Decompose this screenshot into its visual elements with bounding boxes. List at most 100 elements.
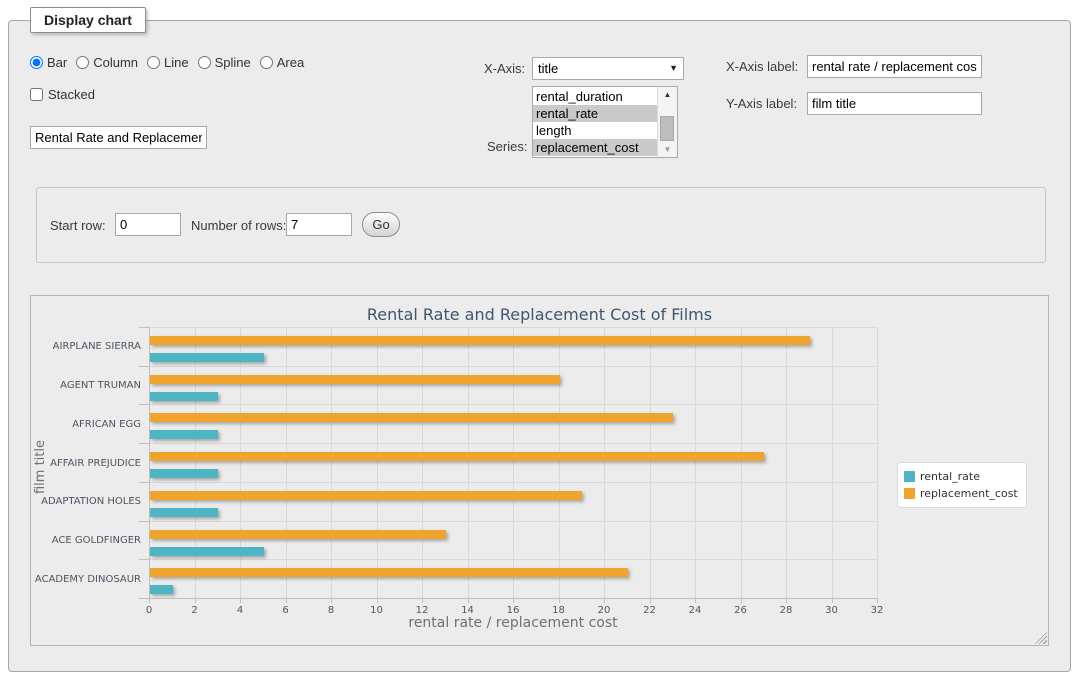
x-axis-title: rental rate / replacement cost <box>408 615 618 631</box>
bar-replacement_cost[interactable] <box>150 374 560 384</box>
scroll-up-icon[interactable]: ▲ <box>658 87 677 102</box>
gridline <box>376 327 378 598</box>
legend-swatch-icon <box>904 471 915 482</box>
bar-replacement_cost[interactable] <box>150 336 810 345</box>
category-label: AFRICAN EGG <box>72 418 141 430</box>
bar-rental_rate[interactable] <box>150 353 264 362</box>
bar-replacement_cost[interactable] <box>150 452 765 462</box>
gridline <box>194 327 196 598</box>
category-label: ADAPTATION HOLES <box>41 496 141 508</box>
series-listbox[interactable]: rental_duration rental_rate length replacem… <box>532 86 678 158</box>
radio-item-spline[interactable]: Spline <box>197 55 251 70</box>
y-tick-mark <box>139 521 149 522</box>
number-of-rows-input[interactable] <box>286 213 352 236</box>
x-tick-label: 24 <box>688 605 702 616</box>
category-label: AGENT TRUMAN <box>60 380 141 392</box>
start-row-input[interactable] <box>115 213 181 236</box>
x-tick-mark <box>740 598 742 603</box>
radio-item-column[interactable]: Column <box>76 55 138 70</box>
bar-replacement_cost[interactable] <box>150 413 674 423</box>
x-tick-label: 30 <box>825 605 838 616</box>
radio-item-area[interactable]: Area <box>259 55 304 70</box>
gridline <box>649 327 651 598</box>
bar-replacement_cost[interactable] <box>150 529 446 539</box>
y-tick-mark <box>139 559 149 560</box>
row-controls-panel <box>36 187 1046 263</box>
gridline <box>149 443 877 444</box>
stacked-checkbox-row[interactable]: Stacked <box>30 87 95 102</box>
series-option-rental_duration[interactable]: rental_duration <box>536 89 623 104</box>
x-tick-mark <box>285 598 287 603</box>
legend-swatch-icon <box>904 488 915 499</box>
gridline <box>149 521 877 522</box>
x-axis-line <box>149 598 877 599</box>
x-tick-mark <box>240 598 241 603</box>
gridline <box>422 327 423 598</box>
gridline <box>467 327 469 598</box>
radio-input-area[interactable] <box>259 56 273 69</box>
bar-rental_rate[interactable] <box>150 430 219 440</box>
x-tick-mark <box>558 598 560 603</box>
bar-rental_rate[interactable] <box>150 469 219 479</box>
radio-item-line[interactable]: Line <box>147 55 189 70</box>
radio-item-bar[interactable]: Bar <box>30 55 67 70</box>
start-row-label: Start row: <box>50 218 106 233</box>
legend-item-replacement_cost[interactable]: replacement_cost <box>904 485 1018 502</box>
x-axis-select-label: X-Axis: <box>484 61 526 76</box>
scroll-down-icon[interactable]: ▼ <box>658 142 677 157</box>
x-tick-label: 12 <box>415 605 429 616</box>
legend-item-rental_rate[interactable]: rental_rate <box>904 468 1018 485</box>
radio-input-bar[interactable] <box>30 56 43 69</box>
x-tick-mark <box>467 598 469 603</box>
x-axis-label-label: X-Axis label: <box>726 59 799 74</box>
x-tick-mark <box>695 598 696 603</box>
chart-type-radio-group: Bar Column Line Spline Area <box>30 55 313 70</box>
y-axis-label-input[interactable] <box>807 92 982 115</box>
fieldset-legend: Display chart <box>30 7 146 33</box>
bar-rental_rate[interactable] <box>150 585 173 595</box>
category-label: ACADEMY DINOSAUR <box>34 573 141 585</box>
series-scrollbar[interactable]: ▲ ▼ <box>657 87 677 157</box>
x-tick-mark <box>422 598 423 603</box>
radio-input-spline[interactable] <box>197 56 211 69</box>
x-tick-label: 0 <box>145 605 153 616</box>
bar-replacement_cost[interactable] <box>150 568 628 578</box>
resize-grip-icon[interactable] <box>1035 632 1047 644</box>
bar-rental_rate[interactable] <box>150 391 219 401</box>
bar-replacement_cost[interactable] <box>150 490 583 500</box>
series-select-label: Series: <box>487 139 528 154</box>
series-option-length[interactable]: length <box>536 123 572 138</box>
gridline <box>740 327 742 598</box>
chart-title-input[interactable] <box>30 126 207 149</box>
bar-rental_rate[interactable] <box>150 507 219 517</box>
x-tick-label: 16 <box>506 605 520 616</box>
x-tick-label: 22 <box>643 605 656 616</box>
x-tick-mark <box>149 598 150 603</box>
bar-rental_rate[interactable] <box>150 546 264 556</box>
y-tick-mark <box>139 366 149 367</box>
go-button[interactable]: Go <box>362 212 400 237</box>
series-option-rental_rate[interactable]: rental_rate <box>533 105 657 122</box>
x-tick-label: 6 <box>282 605 289 616</box>
radio-label-column: Column <box>93 55 139 70</box>
radio-input-column[interactable] <box>76 56 90 69</box>
radio-label-line: Line <box>164 55 189 70</box>
gridline <box>513 327 514 598</box>
scrollbar-thumb[interactable] <box>660 116 674 141</box>
stacked-checkbox[interactable] <box>30 88 43 101</box>
radio-input-line[interactable] <box>147 56 161 69</box>
x-tick-mark <box>376 598 378 603</box>
x-tick-label: 2 <box>191 605 198 616</box>
y-tick-mark <box>139 327 149 328</box>
y-axis-label-label: Y-Axis label: <box>726 96 798 111</box>
x-axis-select[interactable]: ▼ title <box>532 57 684 80</box>
x-tick-label: 28 <box>779 605 793 616</box>
series-option-replacement_cost[interactable]: replacement_cost <box>533 139 657 156</box>
x-tick-label: 26 <box>734 605 747 616</box>
category-label: ACE GOLDFINGER <box>51 534 141 546</box>
x-tick-mark <box>604 598 605 603</box>
x-axis-label-input[interactable] <box>807 55 982 78</box>
gridline <box>558 327 560 598</box>
chart-container: Rental Rate and Replacement Cost of Film… <box>30 295 1049 646</box>
